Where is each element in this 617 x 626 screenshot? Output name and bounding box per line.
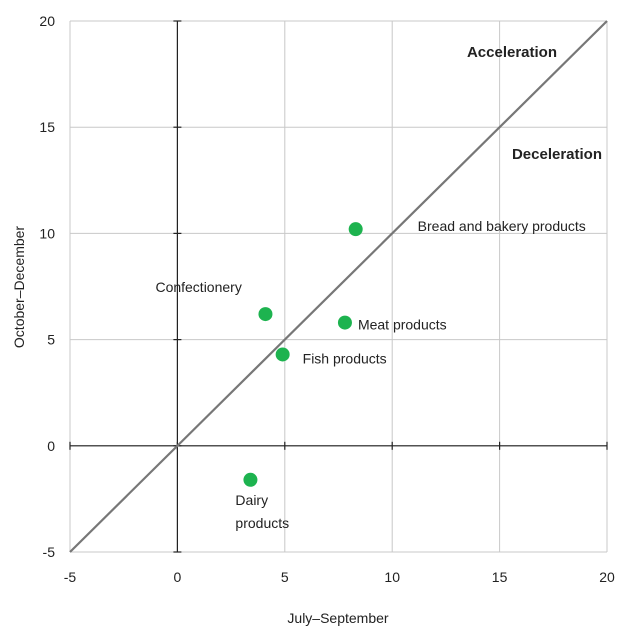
y-tick-label: 20 (39, 13, 55, 29)
data-point (243, 472, 258, 487)
x-tick-label: 5 (281, 569, 289, 585)
x-tick-label: 20 (599, 569, 615, 585)
region-label-acceleration: Acceleration (467, 44, 557, 61)
data-points (243, 222, 363, 487)
x-tick-label: 15 (492, 569, 508, 585)
data-point (337, 315, 352, 330)
y-axis-title: October–December (11, 226, 27, 349)
point-label: Confectionery (155, 279, 241, 295)
data-point (275, 347, 290, 362)
reference-line (69, 20, 608, 553)
point-labels: Bread and bakery products Confectionery Me… (155, 218, 585, 531)
point-label: Dairy (235, 492, 268, 508)
point-label: Meat products (358, 317, 447, 333)
data-point (258, 307, 273, 322)
y-tick-label: 5 (47, 332, 55, 348)
x-tick-label: -5 (64, 569, 77, 585)
axes (69, 20, 608, 553)
x-tick-label: 10 (384, 569, 400, 585)
y-tick-label: 15 (39, 119, 55, 135)
x-axis-title: July–September (287, 610, 389, 626)
y-tick-label: -5 (43, 544, 56, 560)
y-tick-label: 0 (47, 438, 55, 454)
data-point (348, 222, 363, 237)
point-label: Bread and bakery products (418, 218, 586, 234)
point-label: Fish products (303, 350, 387, 366)
region-label-deceleration: Deceleration (512, 146, 602, 163)
reference-line-group (69, 20, 608, 553)
y-tick-label: 10 (39, 225, 55, 241)
tick-labels: -5 0 5 10 15 20 -5 0 5 10 15 20 (39, 13, 615, 585)
point-label: products (235, 515, 289, 531)
x-tick-label: 0 (174, 569, 182, 585)
